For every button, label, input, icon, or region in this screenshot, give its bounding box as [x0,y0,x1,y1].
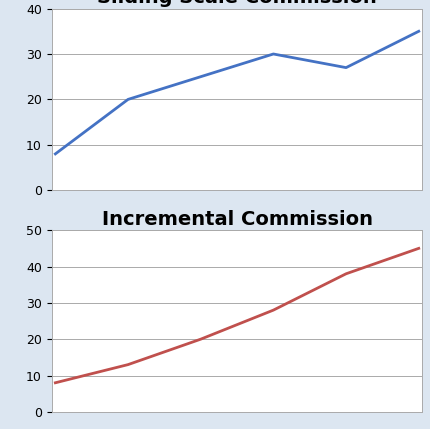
Title: Incremental Commission: Incremental Commission [101,210,372,229]
Title: Sliding Scale Commission: Sliding Scale Commission [97,0,376,7]
